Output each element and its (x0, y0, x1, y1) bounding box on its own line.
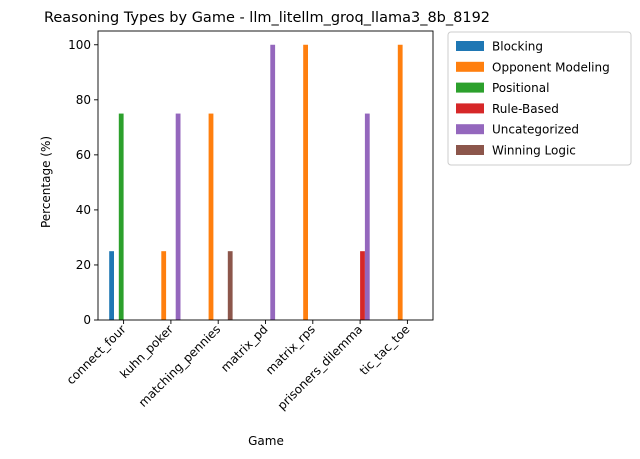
chart-title: Reasoning Types by Game - llm_litellm_gr… (44, 10, 490, 26)
x-tick-label: matching_pennies (136, 322, 223, 409)
bar-uncategorized-kuhn-poker (175, 113, 181, 320)
legend: Blocking Opponent Modeling Positional Rule-… (447, 31, 632, 166)
plot-area: 020406080100connect_fourkuhn_pokermatchi… (64, 30, 434, 413)
x-axis-label: Game (248, 434, 284, 448)
y-tick-label: 0 (83, 313, 91, 327)
legend-swatch (456, 61, 484, 72)
y-tick-label: 80 (76, 93, 91, 107)
bar-winning-logic-matching-pennies (227, 251, 233, 320)
legend-swatch (456, 41, 484, 51)
x-tick-label: connect_four (64, 322, 129, 387)
y-tick-label: 40 (76, 203, 91, 217)
legend-label: Winning Logic (492, 144, 576, 158)
x-tick-label: prisoners_dilemma (275, 322, 366, 413)
bar-uncategorized-matrix-pd (270, 44, 276, 320)
legend-swatch (456, 103, 484, 114)
bar-opponent-modeling-matching-pennies (208, 113, 214, 320)
legend-label: Opponent Modeling (492, 60, 610, 74)
bar-uncategorized-prisoners-dilemma (364, 113, 370, 320)
legend-label: Rule-Based (492, 102, 559, 116)
bar-positional-connect-four (118, 113, 124, 320)
y-tick-label: 100 (68, 38, 91, 52)
legend-label: Blocking (492, 40, 543, 54)
bar-opponent-modeling-tic-tac-toe (397, 44, 403, 320)
legend-swatch (456, 145, 484, 155)
legend-box (447, 31, 632, 166)
legend-swatch (456, 124, 484, 135)
legend-swatch (456, 82, 484, 93)
y-axis-label: Percentage (%) (39, 136, 53, 228)
y-tick-label: 20 (76, 258, 91, 272)
y-tick-label: 60 (76, 148, 91, 162)
plot-frame (97, 30, 434, 321)
bar-rule-based-prisoners-dilemma (360, 251, 365, 320)
x-tick-label: tic_tac_toe (357, 322, 413, 378)
bar-opponent-modeling-matrix-rps (303, 44, 308, 320)
legend-label: Positional (492, 81, 549, 95)
bar-opponent-modeling-kuhn-poker (161, 251, 167, 320)
bar-blocking-connect-four (109, 251, 114, 320)
legend-label: Uncategorized (492, 123, 579, 137)
